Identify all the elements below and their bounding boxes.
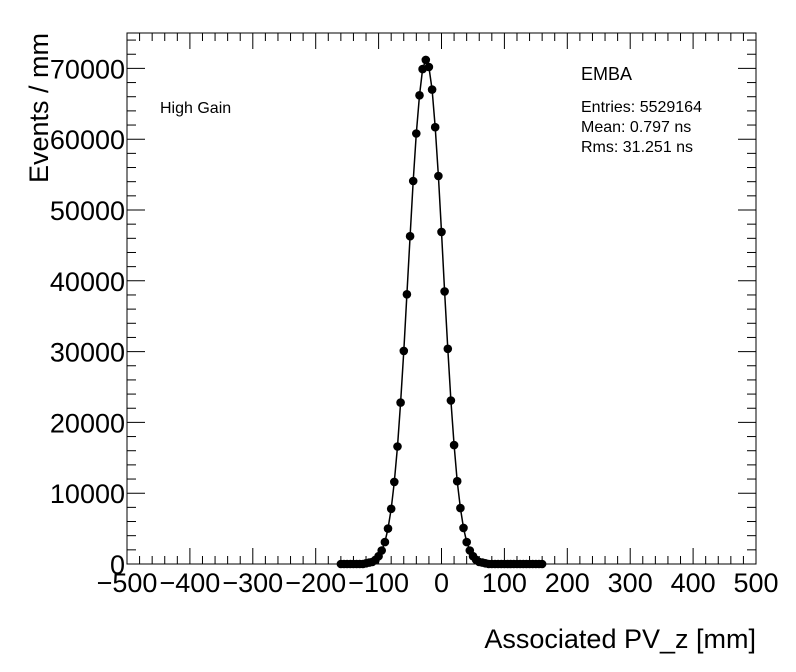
y-tick-label: 40000 [50,267,125,297]
x-tick-label: 200 [545,568,590,598]
y-tick-label: 70000 [50,54,125,84]
data-point [437,227,446,237]
x-axis-tick-labels: −500 −400 −300 −200 −100 0 100 200 300 400 500 [97,568,779,598]
data-point [430,122,440,132]
data-point [377,546,387,555]
x-tick-label: 300 [608,568,653,598]
y-tick-label: 0 [110,550,125,580]
y-axis-title: Events / mm [24,33,54,183]
data-point [421,55,431,65]
x-tick-label: −100 [348,568,409,598]
x-axis-title: Associated PV_z [mm] [484,624,756,654]
mean-stat: Mean: 0.797 ns [581,119,691,136]
data-point [462,537,472,547]
y-tick-label: 50000 [50,196,125,226]
x-tick-label: −300 [222,568,283,598]
data-point [408,176,418,186]
region-label: EMBA [581,64,632,84]
data-point [386,504,396,514]
x-tick-label: −500 [97,568,158,598]
x-tick-label: 100 [482,568,527,598]
axis-ticks [126,33,757,565]
data-point [402,290,412,299]
data-point [427,85,437,94]
data-point [456,503,465,513]
data-point [459,523,468,533]
y-tick-label: 30000 [50,338,125,368]
x-tick-label: 500 [733,568,778,598]
data-point [446,396,456,405]
x-tick-label: 0 [434,568,449,598]
x-tick-label: −200 [285,568,346,598]
data-point [393,442,402,451]
y-tick-label: 10000 [50,479,125,509]
data-point [424,62,434,72]
data-point [443,344,453,354]
data-point [390,477,399,487]
data-point [399,346,409,356]
data-point [380,537,390,547]
data-point [405,231,415,241]
data-point [412,129,421,138]
data-point [383,524,393,533]
x-tick-label: 400 [671,568,716,598]
data-point [415,91,424,100]
data-point [537,559,547,569]
y-axis-tick-labels: 0 10000 20000 30000 40000 50000 60000 70000 [50,54,125,580]
data-point [452,476,462,486]
data-point [396,398,405,407]
data-point [449,440,459,450]
rms-stat: Rms: 31.251 ns [581,139,693,156]
entries-stat: Entries: 5529164 [581,99,702,116]
y-tick-label: 20000 [50,408,125,438]
x-tick-label: −400 [159,568,220,598]
data-points [336,55,547,569]
data-point [434,171,443,181]
y-tick-label: 60000 [50,125,125,155]
data-point [440,287,449,296]
high-gain-label: High Gain [160,100,231,117]
